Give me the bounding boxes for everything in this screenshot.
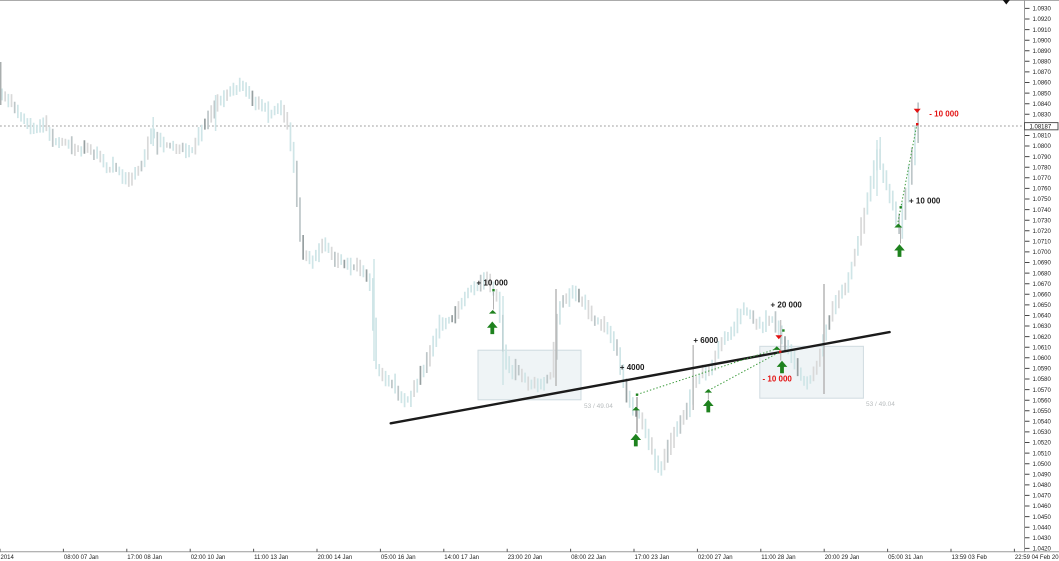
- svg-text:1.0460: 1.0460: [1033, 504, 1052, 510]
- svg-text:17:00 08 Jan: 17:00 08 Jan: [127, 555, 162, 561]
- svg-text:1.0770: 1.0770: [1033, 176, 1052, 182]
- svg-text:+ 6000: + 6000: [693, 336, 718, 345]
- svg-text:08:00 07 Jan: 08:00 07 Jan: [64, 555, 99, 561]
- svg-text:1.0510: 1.0510: [1033, 451, 1052, 457]
- svg-text:1.0880: 1.0880: [1033, 60, 1052, 66]
- svg-text:1.0500: 1.0500: [1033, 462, 1052, 468]
- svg-text:1.0910: 1.0910: [1033, 28, 1052, 34]
- svg-text:1.0760: 1.0760: [1033, 187, 1052, 193]
- svg-text:17:00 23 Jan: 17:00 23 Jan: [635, 555, 670, 561]
- svg-text:1.0580: 1.0580: [1033, 377, 1052, 383]
- svg-text:20:00 14 Jan: 20:00 14 Jan: [318, 555, 353, 561]
- svg-text:11:00 13 Jan: 11:00 13 Jan: [254, 555, 288, 561]
- svg-text:1.0900: 1.0900: [1033, 38, 1052, 44]
- svg-text:+ 20 000: + 20 000: [771, 301, 803, 310]
- svg-text:1.0920: 1.0920: [1033, 17, 1052, 23]
- svg-text:1.0860: 1.0860: [1033, 81, 1052, 87]
- svg-text:1.0540: 1.0540: [1033, 420, 1052, 426]
- svg-text:1.0530: 1.0530: [1033, 430, 1052, 436]
- svg-text:22:59 04 Feb 2014: 22:59 04 Feb 2014: [1015, 555, 1059, 561]
- svg-text:+ 10 000: + 10 000: [477, 278, 509, 287]
- svg-text:23:00 20 Jan: 23:00 20 Jan: [508, 555, 543, 561]
- svg-text:1.0480: 1.0480: [1033, 483, 1052, 489]
- svg-text:1.0810: 1.0810: [1033, 134, 1052, 140]
- svg-text:1.0840: 1.0840: [1033, 102, 1052, 108]
- svg-text:1.08187: 1.08187: [1030, 125, 1052, 131]
- svg-text:1.0430: 1.0430: [1033, 536, 1052, 542]
- svg-text:05:00 31 Jan: 05:00 31 Jan: [888, 555, 923, 561]
- svg-text:1.0730: 1.0730: [1033, 218, 1052, 224]
- svg-text:13:59 03 Feb: 13:59 03 Feb: [952, 555, 988, 561]
- svg-text:20:00 29 Jan: 20:00 29 Jan: [825, 555, 860, 561]
- svg-text:1.0610: 1.0610: [1033, 345, 1052, 351]
- svg-text:1.0570: 1.0570: [1033, 388, 1052, 394]
- svg-text:1.0780: 1.0780: [1033, 165, 1052, 171]
- svg-text:08:00 22 Jan: 08:00 22 Jan: [571, 555, 606, 561]
- svg-text:14:00 17 Jan: 14:00 17 Jan: [444, 555, 479, 561]
- svg-text:1.0670: 1.0670: [1033, 282, 1052, 288]
- svg-text:1.0800: 1.0800: [1033, 144, 1052, 150]
- svg-text:1.0650: 1.0650: [1033, 303, 1052, 309]
- svg-text:1.0550: 1.0550: [1033, 409, 1052, 415]
- svg-text:1.0600: 1.0600: [1033, 356, 1052, 362]
- svg-text:1.0850: 1.0850: [1033, 91, 1052, 97]
- svg-text:1.0930: 1.0930: [1033, 7, 1052, 13]
- svg-text:1.0660: 1.0660: [1033, 293, 1052, 299]
- svg-text:1.0680: 1.0680: [1033, 271, 1052, 277]
- svg-text:1.0620: 1.0620: [1033, 335, 1052, 341]
- svg-text:1.0740: 1.0740: [1033, 208, 1052, 214]
- svg-text:1.0420: 1.0420: [1033, 547, 1052, 553]
- svg-text:2014: 2014: [1, 555, 15, 561]
- svg-text:1.0830: 1.0830: [1033, 113, 1052, 119]
- svg-text:53 / 49.04: 53 / 49.04: [866, 401, 895, 408]
- svg-text:1.0630: 1.0630: [1033, 324, 1052, 330]
- svg-text:1.0870: 1.0870: [1033, 70, 1052, 76]
- svg-text:1.0790: 1.0790: [1033, 155, 1052, 161]
- svg-text:1.0720: 1.0720: [1033, 229, 1052, 235]
- svg-text:1.0690: 1.0690: [1033, 261, 1052, 267]
- svg-text:02:00 27 Jan: 02:00 27 Jan: [698, 555, 733, 561]
- svg-text:1.0710: 1.0710: [1033, 240, 1052, 246]
- svg-text:05:00 16 Jan: 05:00 16 Jan: [381, 555, 416, 561]
- svg-text:1.0750: 1.0750: [1033, 197, 1052, 203]
- svg-text:1.0520: 1.0520: [1033, 441, 1052, 447]
- svg-text:- 10 000: - 10 000: [929, 110, 959, 119]
- svg-text:+ 10 000: + 10 000: [909, 197, 941, 206]
- svg-text:1.0470: 1.0470: [1033, 494, 1052, 500]
- svg-text:1.0640: 1.0640: [1033, 314, 1052, 320]
- svg-text:02:00 10 Jan: 02:00 10 Jan: [191, 555, 226, 561]
- svg-text:1.0700: 1.0700: [1033, 250, 1052, 256]
- svg-text:- 10 000: - 10 000: [763, 375, 793, 384]
- svg-text:+ 4000: + 4000: [620, 363, 645, 372]
- svg-text:1.0450: 1.0450: [1033, 515, 1052, 521]
- svg-text:1.0590: 1.0590: [1033, 367, 1052, 373]
- svg-text:1.0490: 1.0490: [1033, 473, 1052, 479]
- svg-text:53 / 49.04: 53 / 49.04: [584, 403, 613, 410]
- svg-text:11:00 28 Jan: 11:00 28 Jan: [761, 555, 795, 561]
- svg-text:1.0560: 1.0560: [1033, 398, 1052, 404]
- svg-text:1.0440: 1.0440: [1033, 525, 1052, 531]
- svg-text:1.0890: 1.0890: [1033, 49, 1052, 55]
